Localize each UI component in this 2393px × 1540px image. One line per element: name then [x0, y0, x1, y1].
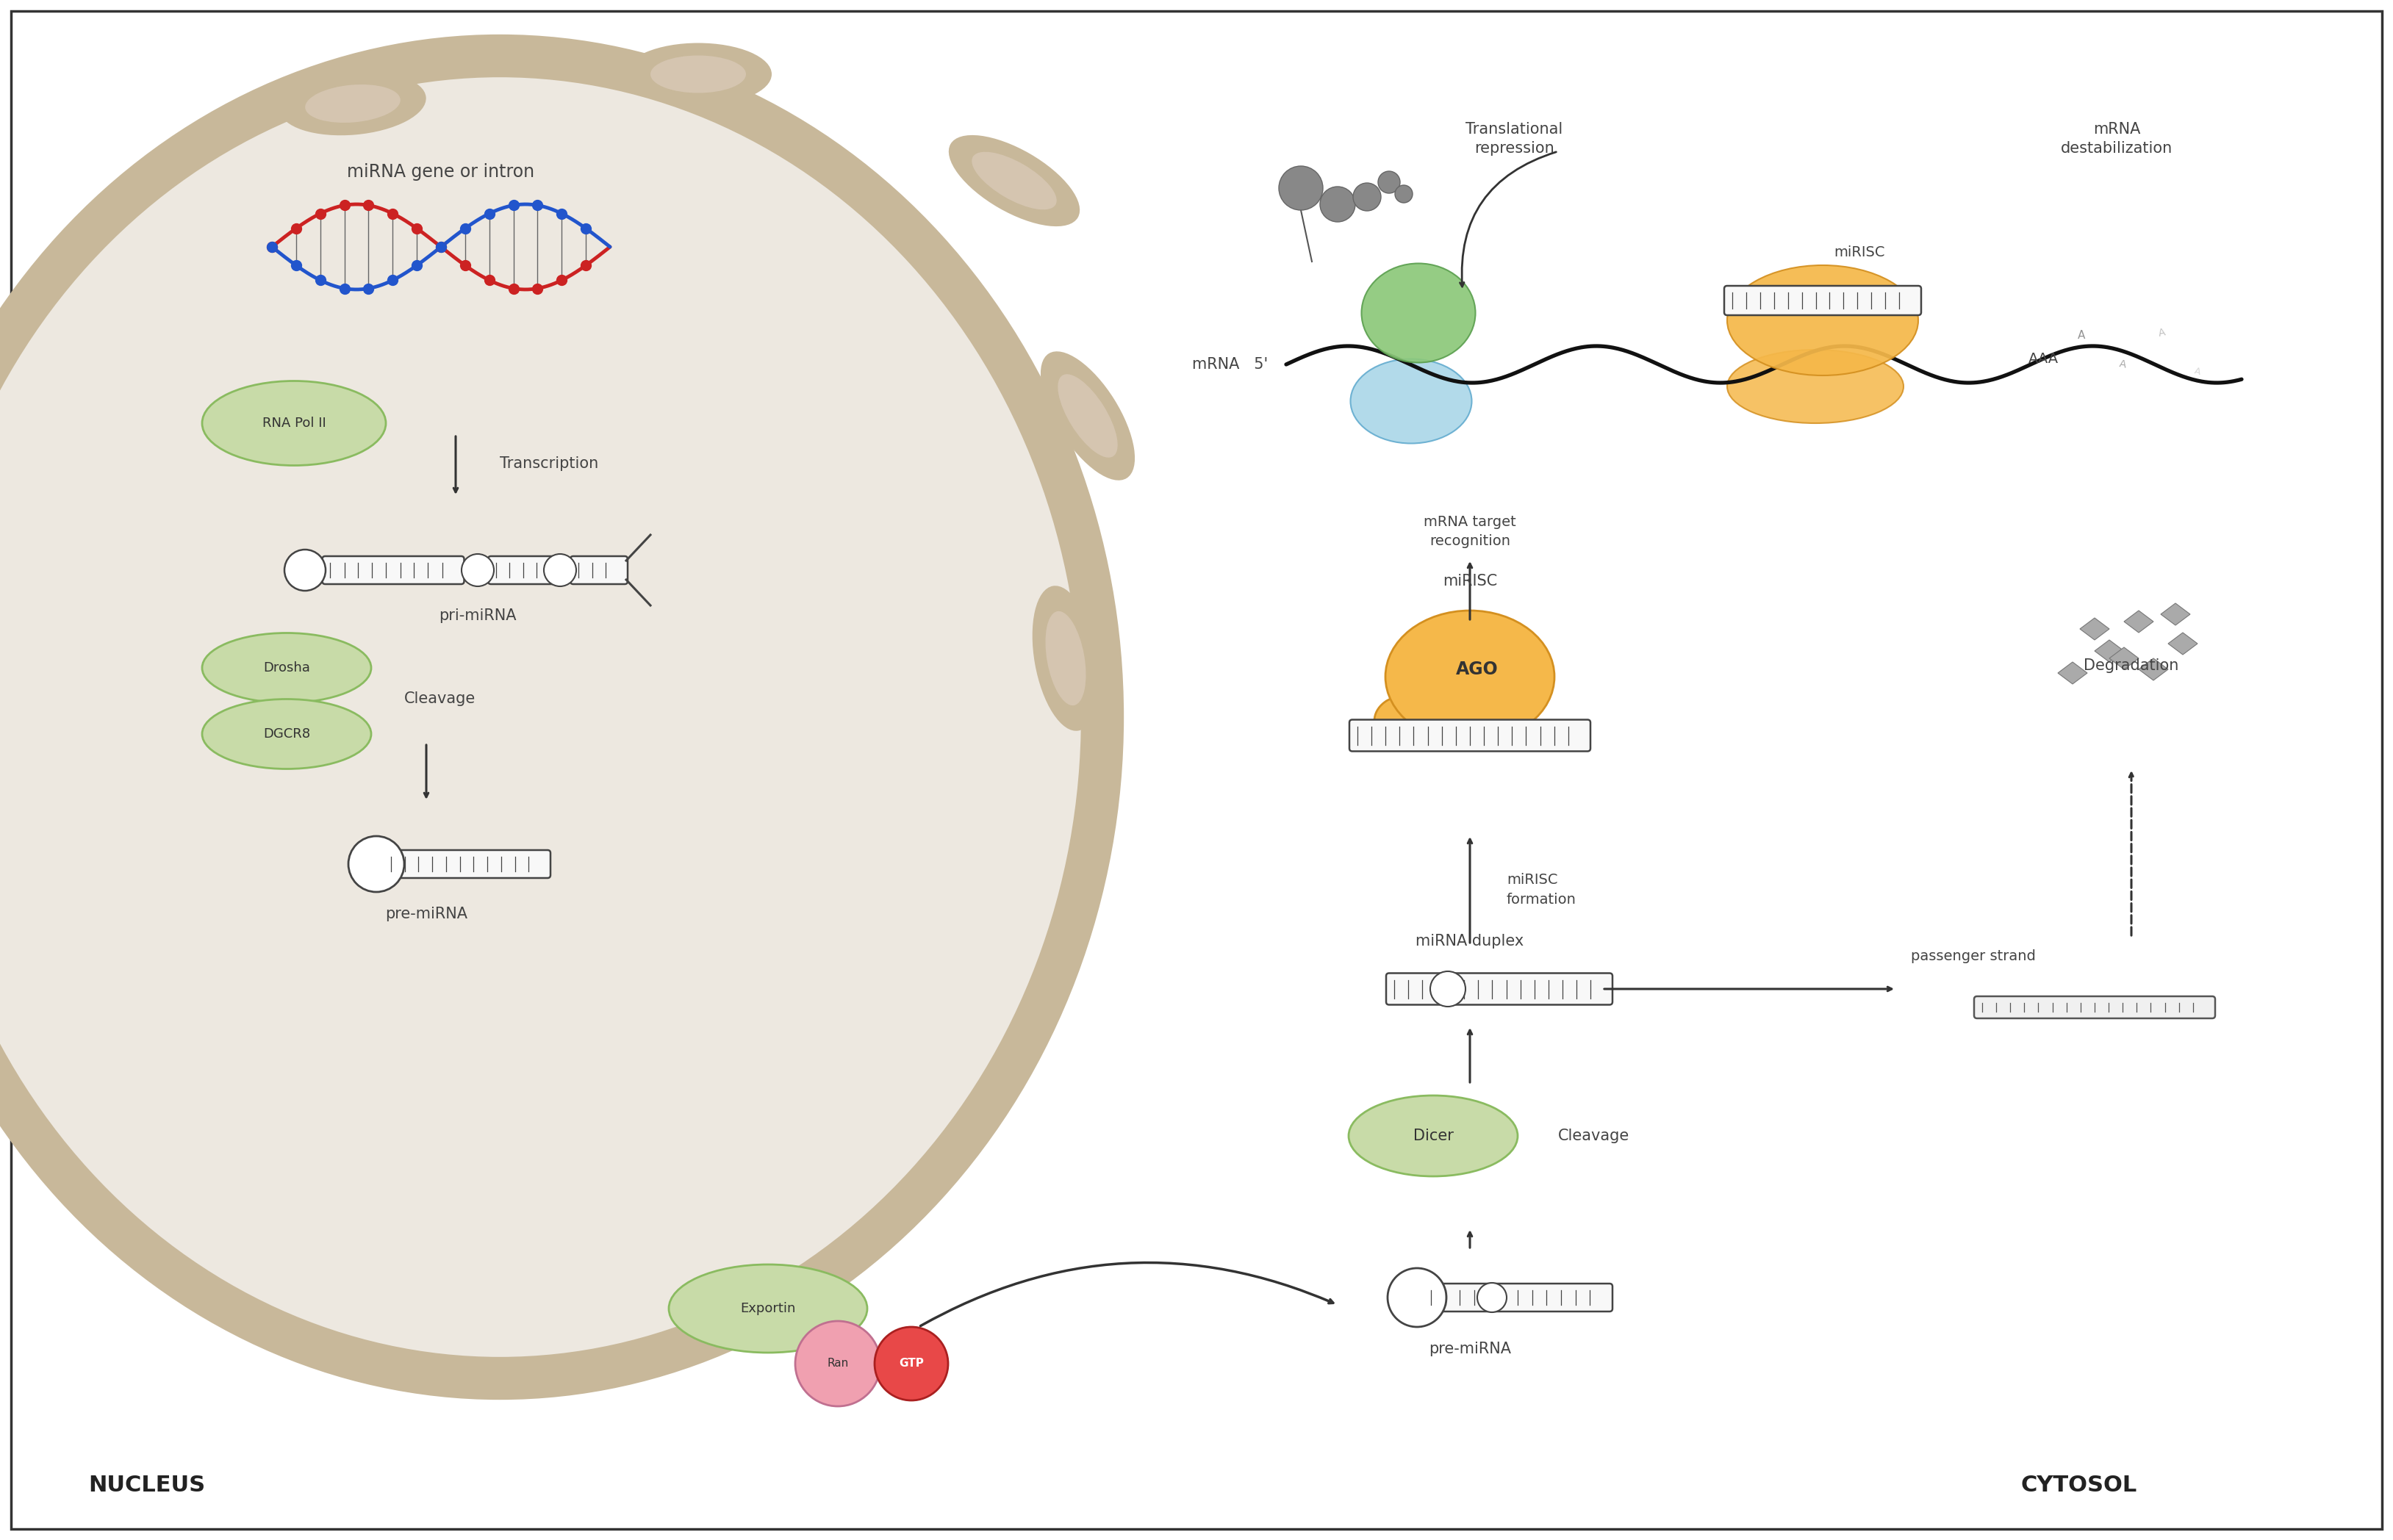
Text: passenger strand: passenger strand [1912, 949, 2036, 962]
Text: Cleavage: Cleavage [1558, 1129, 1630, 1143]
Text: mRNA
destabilization: mRNA destabilization [2060, 122, 2173, 156]
Text: GTP: GTP [900, 1358, 924, 1369]
Text: DGCR8: DGCR8 [263, 727, 311, 741]
Ellipse shape [1058, 374, 1118, 457]
Ellipse shape [1362, 263, 1476, 362]
Ellipse shape [201, 633, 371, 702]
Polygon shape [2161, 604, 2190, 625]
Text: RNA Pol II: RNA Pol II [263, 417, 325, 430]
FancyBboxPatch shape [488, 556, 558, 584]
Ellipse shape [1374, 695, 1441, 747]
Circle shape [1378, 171, 1400, 192]
Ellipse shape [1350, 1095, 1517, 1177]
Text: A: A [2194, 367, 2202, 377]
Ellipse shape [651, 55, 747, 92]
Circle shape [349, 836, 404, 892]
FancyBboxPatch shape [1725, 286, 1922, 316]
Text: A: A [2118, 359, 2127, 370]
Text: pre-miRNA: pre-miRNA [1429, 1341, 1510, 1357]
Text: Translational
repression: Translational repression [1465, 122, 1563, 156]
Ellipse shape [1386, 610, 1555, 742]
Text: Drosha: Drosha [263, 661, 311, 675]
Circle shape [1476, 1283, 1508, 1312]
Circle shape [1352, 183, 1381, 211]
Polygon shape [2108, 647, 2139, 670]
Text: CYTOSOL: CYTOSOL [2022, 1475, 2137, 1495]
FancyBboxPatch shape [323, 556, 464, 584]
Polygon shape [2125, 610, 2154, 633]
Circle shape [1431, 972, 1465, 1007]
Text: miRISC
formation: miRISC formation [1508, 873, 1577, 907]
FancyBboxPatch shape [383, 850, 550, 878]
Ellipse shape [306, 85, 400, 123]
Text: A: A [2077, 330, 2084, 340]
Ellipse shape [0, 55, 1103, 1378]
FancyBboxPatch shape [1424, 1283, 1613, 1312]
Circle shape [1321, 186, 1354, 222]
Text: miRNA gene or intron: miRNA gene or intron [347, 163, 534, 180]
Text: Dicer: Dicer [1412, 1129, 1453, 1143]
Ellipse shape [280, 72, 426, 136]
FancyBboxPatch shape [570, 556, 627, 584]
Text: miRISC: miRISC [1443, 574, 1498, 588]
Polygon shape [2094, 641, 2125, 662]
Text: Ran: Ran [828, 1358, 850, 1369]
Polygon shape [2058, 662, 2087, 684]
Ellipse shape [668, 1264, 866, 1352]
Ellipse shape [1046, 611, 1086, 705]
FancyBboxPatch shape [1386, 973, 1613, 1004]
Circle shape [1388, 1267, 1445, 1327]
Circle shape [462, 554, 493, 587]
Text: AGO: AGO [1455, 661, 1498, 678]
Circle shape [1395, 185, 1412, 203]
Ellipse shape [625, 43, 771, 105]
Polygon shape [2080, 618, 2108, 641]
Ellipse shape [201, 699, 371, 768]
Ellipse shape [201, 380, 385, 465]
Text: miRNA duplex: miRNA duplex [1417, 933, 1524, 949]
Text: mRNA target
recognition: mRNA target recognition [1424, 514, 1517, 548]
Ellipse shape [1350, 359, 1472, 444]
Text: NUCLEUS: NUCLEUS [89, 1475, 206, 1495]
Text: Transcription: Transcription [500, 456, 598, 471]
Ellipse shape [1728, 265, 1919, 376]
Circle shape [285, 550, 325, 591]
Polygon shape [2168, 633, 2197, 654]
Text: Cleavage: Cleavage [404, 691, 476, 705]
Polygon shape [2139, 658, 2168, 681]
FancyBboxPatch shape [1350, 719, 1591, 752]
Ellipse shape [1728, 350, 1902, 424]
Ellipse shape [1031, 585, 1098, 731]
Ellipse shape [948, 136, 1079, 226]
Text: mRNA   5': mRNA 5' [1192, 357, 1268, 371]
Text: pre-miRNA: pre-miRNA [385, 907, 467, 921]
Circle shape [873, 1327, 948, 1400]
Circle shape [543, 554, 577, 587]
Text: pri-miRNA: pri-miRNA [438, 608, 517, 624]
Circle shape [1278, 166, 1323, 209]
Ellipse shape [1041, 351, 1134, 480]
Text: A: A [2158, 326, 2166, 339]
Circle shape [794, 1321, 881, 1406]
Text: AAA: AAA [2029, 351, 2058, 365]
Text: Exportin: Exportin [739, 1301, 797, 1315]
Ellipse shape [972, 152, 1058, 209]
Text: Degradation: Degradation [2084, 658, 2180, 673]
Text: miRISC: miRISC [1833, 245, 1886, 259]
FancyBboxPatch shape [1974, 996, 2216, 1018]
